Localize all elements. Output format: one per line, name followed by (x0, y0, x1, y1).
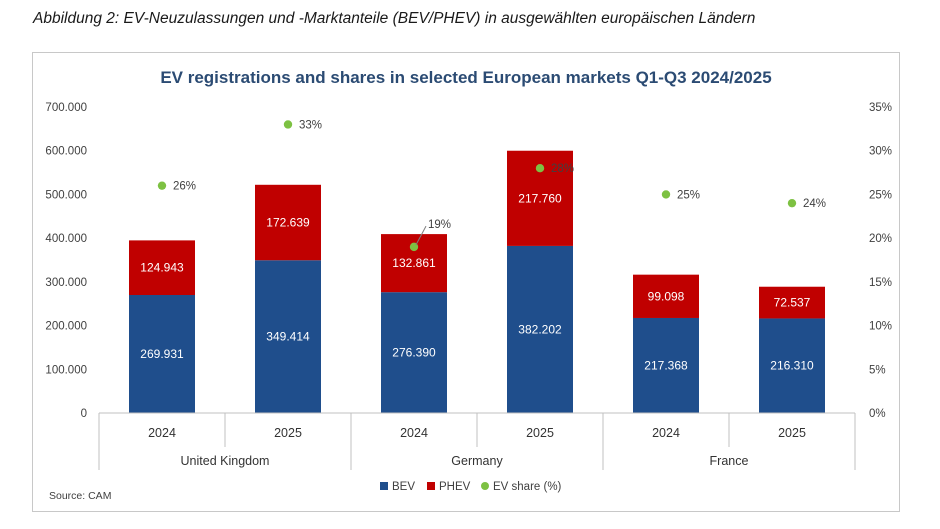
legend-swatch (427, 482, 435, 490)
legend-swatch (380, 482, 388, 490)
phev-data-label: 124.943 (140, 261, 184, 275)
phev-data-label: 72.537 (774, 296, 811, 310)
y-tick-label: 300.000 (45, 277, 87, 289)
y-tick-label: 500.000 (45, 189, 87, 201)
chart-title: EV registrations and shares in selected … (160, 68, 771, 87)
legend-label: BEV (392, 481, 415, 493)
bar-bev (633, 317, 699, 413)
chart-frame: EV registrations and shares in selected … (32, 52, 900, 512)
x-group-label: Germany (451, 454, 503, 468)
legend-label: EV share (%) (493, 481, 562, 493)
phev-data-label: 132.861 (392, 256, 436, 270)
bar-phev (633, 274, 699, 318)
bev-data-label: 217.368 (644, 358, 688, 372)
legend-label: PHEV (439, 481, 471, 493)
bev-data-label: 276.390 (392, 346, 436, 360)
y-tick-label: 400.000 (45, 233, 87, 245)
y2-tick-label: 20% (869, 233, 892, 245)
y2-tick-label: 35% (869, 102, 892, 114)
y-tick-label: 0 (81, 408, 87, 420)
ev-share-label: 24% (803, 198, 826, 210)
y2-tick-label: 10% (869, 321, 892, 333)
x-category-label: 2024 (652, 426, 680, 440)
x-category-label: 2024 (400, 426, 428, 440)
x-category-label: 2024 (148, 426, 176, 440)
bev-data-label: 349.414 (266, 330, 310, 344)
bev-data-label: 216.310 (770, 359, 814, 373)
bev-data-label: 382.202 (518, 322, 562, 336)
y2-tick-label: 5% (869, 364, 886, 376)
x-group-label: United Kingdom (181, 454, 270, 468)
caption-lead: Abbildung 2: (33, 10, 120, 27)
ev-share-label: 19% (428, 219, 451, 231)
bar-bev (759, 318, 825, 413)
bar-bev (129, 295, 195, 413)
y2-tick-label: 0% (869, 408, 886, 420)
x-category-label: 2025 (526, 426, 554, 440)
ev-share-label: 33% (299, 119, 322, 131)
bar-bev (507, 245, 573, 413)
bar-phev (129, 240, 195, 296)
x-category-label: 2025 (274, 426, 302, 440)
ev-share-point (535, 164, 545, 173)
phev-data-label: 217.760 (518, 191, 562, 205)
caption-text: EV-Neuzulassungen und -Marktanteile (BEV… (123, 10, 756, 27)
ev-share-label: 25% (677, 189, 700, 201)
figure-caption: Abbildung 2: EV-Neuzulassungen und -Mark… (33, 10, 755, 28)
bev-data-label: 269.931 (140, 347, 184, 361)
bar-bev (255, 260, 321, 413)
phev-data-label: 172.639 (266, 216, 310, 230)
ev-share-label: 28% (551, 163, 574, 175)
y2-tick-label: 30% (869, 146, 892, 158)
ev-share-point (787, 198, 797, 208)
ev-share-point (283, 120, 293, 129)
bar-phev (759, 286, 825, 319)
legend-swatch (481, 482, 489, 490)
ev-share-leader (415, 225, 427, 246)
y2-tick-label: 25% (869, 189, 892, 201)
x-category-label: 2025 (778, 426, 806, 440)
ev-share-point (157, 181, 167, 190)
y-tick-label: 600.000 (45, 146, 87, 158)
ev-share-point (661, 190, 671, 199)
y-tick-label: 200.000 (45, 321, 87, 333)
source-note: Source: CAM (49, 490, 111, 502)
phev-data-label: 99.098 (648, 289, 685, 303)
chart-svg: EV registrations and shares in selected … (45, 68, 892, 502)
ev-share-label: 26% (173, 181, 196, 193)
y-tick-label: 700.000 (45, 102, 87, 114)
x-group-label: France (710, 454, 749, 468)
y-tick-label: 100.000 (45, 364, 87, 376)
bar-phev (255, 184, 321, 261)
y2-tick-label: 15% (869, 277, 892, 289)
bar-bev (381, 292, 447, 413)
